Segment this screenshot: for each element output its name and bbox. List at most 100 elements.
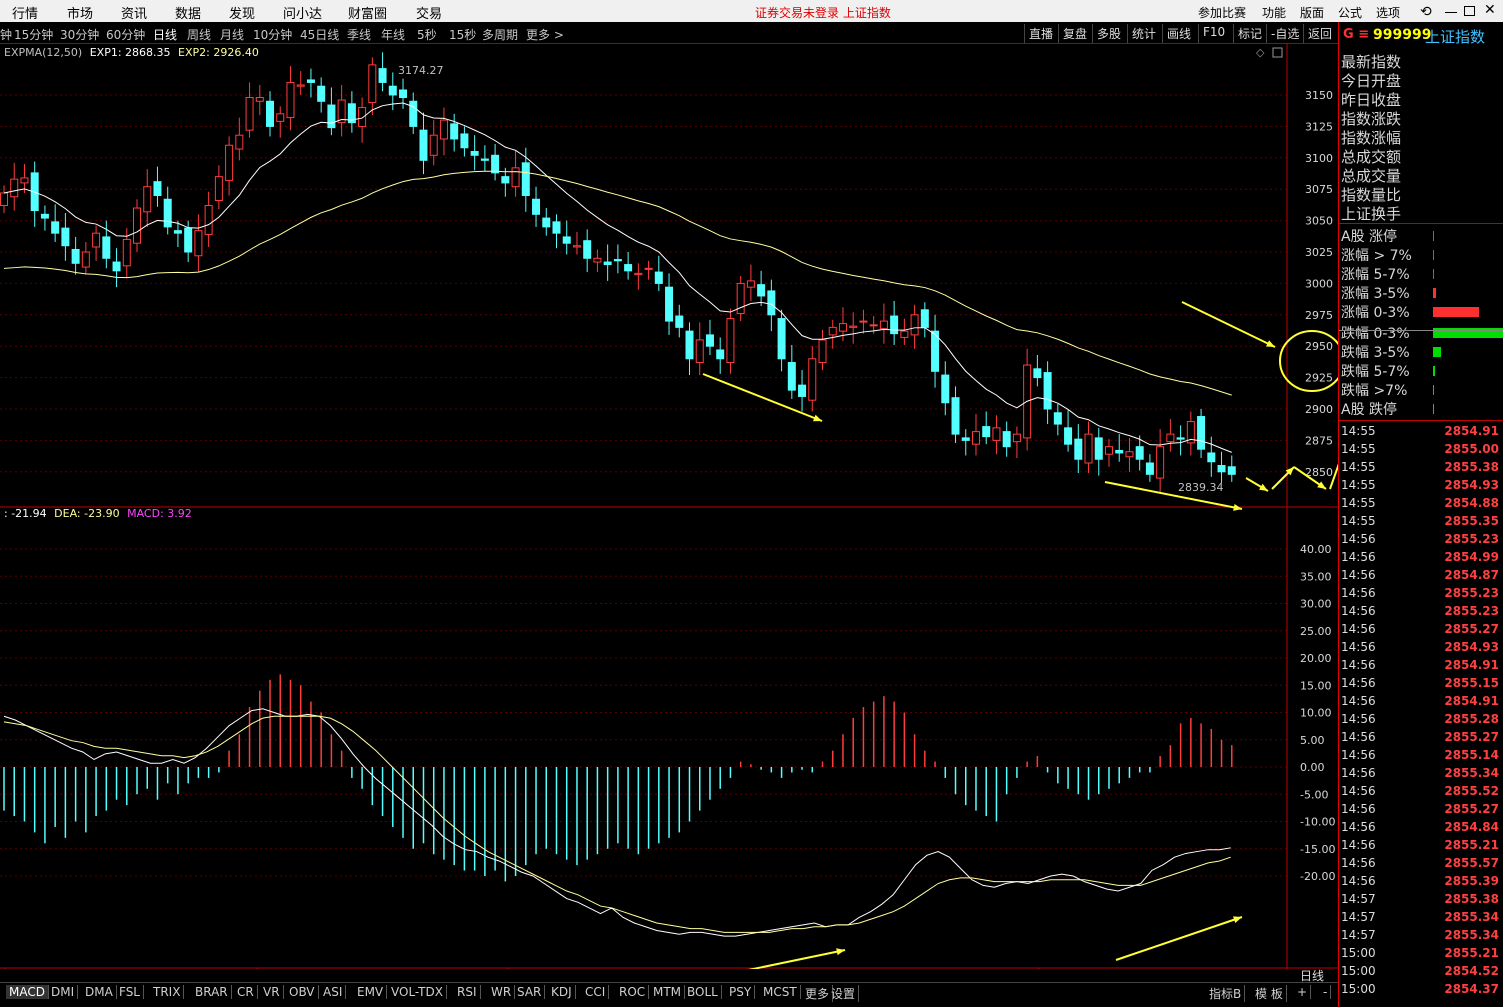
indicator-tab[interactable]: OBV: [286, 985, 319, 999]
indicator-tab[interactable]: VR: [260, 985, 284, 999]
period-tab-monthly[interactable]: 月线: [220, 28, 245, 42]
zoom-in-button[interactable]: +: [1294, 985, 1312, 999]
indicator-tab[interactable]: 设置: [828, 985, 860, 1002]
indicator-b-button[interactable]: 指标B: [1206, 985, 1246, 1002]
period-tab-30min[interactable]: 30分钟: [60, 28, 100, 42]
tool-remove-watchlist[interactable]: -自选: [1266, 24, 1303, 43]
tick-time: 14:56: [1341, 532, 1376, 546]
period-tab-45day[interactable]: 45日线: [300, 28, 340, 42]
menu-item-discover[interactable]: 发现: [229, 7, 256, 22]
menu-item-news[interactable]: 资讯: [121, 7, 148, 22]
minimize-icon[interactable]: [1445, 12, 1457, 13]
candle-body: [296, 84, 305, 87]
menu-item-trade[interactable]: 交易: [416, 7, 443, 22]
menu-item-quotes[interactable]: 行情: [12, 7, 39, 22]
menu-join-contest[interactable]: 参加比赛: [1198, 6, 1247, 20]
menu-options[interactable]: 选项: [1376, 6, 1401, 20]
period-tab-60min[interactable]: 60分钟: [106, 28, 146, 42]
period-tab-more[interactable]: 更多 >: [526, 28, 564, 42]
candle-body: [388, 85, 397, 96]
indicator-tab[interactable]: DMI: [48, 985, 79, 999]
indicator-tab[interactable]: BOLL: [684, 985, 722, 999]
indicator-tab[interactable]: 更多: [802, 985, 834, 1002]
menu-item-wenxiaoda[interactable]: 问小达: [283, 7, 323, 22]
tick-row: 14:56 2855.27: [1341, 730, 1501, 748]
candle-body: [757, 284, 766, 297]
indicator-tab[interactable]: CCI: [582, 985, 610, 999]
indicator-tab[interactable]: SAR: [514, 985, 546, 999]
indicator-tab[interactable]: RSI: [454, 985, 481, 999]
tool-live[interactable]: 直播: [1024, 24, 1057, 43]
tick-price: 2855.52: [1444, 784, 1499, 798]
period-tab-multi[interactable]: 多周期: [482, 28, 519, 42]
breadth-bar: [1433, 385, 1434, 395]
tool-replay[interactable]: 复盘: [1058, 24, 1091, 43]
period-tab[interactable]: 钟: [0, 28, 13, 42]
price-axis: 3150 3125 3100 3075 3050 3025 3000 2975 2950 2925…: [1305, 89, 1333, 479]
indicator-tab[interactable]: MTM: [650, 985, 686, 999]
indicator-tab[interactable]: VOL-TDX: [388, 985, 447, 999]
menu-item-wealth-circle[interactable]: 财富圈: [348, 7, 388, 22]
candle-body: [204, 205, 213, 235]
indicator-tab[interactable]: ROC: [616, 985, 650, 999]
period-tab-weekly[interactable]: 周线: [187, 28, 212, 42]
menu-item-market[interactable]: 市场: [67, 7, 94, 22]
tool-mark[interactable]: 标记: [1233, 24, 1266, 43]
period-tab-15sec[interactable]: 15秒: [449, 28, 477, 42]
tool-back[interactable]: 返回: [1303, 24, 1336, 43]
tool-multi-stock[interactable]: 多股: [1092, 24, 1125, 43]
maximize-icon[interactable]: [1464, 6, 1475, 16]
candle-body: [726, 318, 735, 364]
tick-price: 2855.39: [1444, 874, 1499, 888]
tool-draw[interactable]: 画线: [1162, 24, 1195, 43]
candle-body: [920, 309, 929, 328]
menu-formula[interactable]: 公式: [1338, 6, 1363, 20]
menu-layout[interactable]: 版面: [1300, 6, 1325, 20]
menu-function[interactable]: 功能: [1262, 6, 1287, 20]
period-tab-5sec[interactable]: 5秒: [417, 28, 437, 42]
indicator-tab[interactable]: CR: [234, 985, 258, 999]
tool-f10[interactable]: F10: [1198, 24, 1229, 43]
indicator-tab[interactable]: TRIX: [150, 985, 185, 999]
indicator-tab[interactable]: BRAR: [192, 985, 232, 999]
tick-price: 2855.34: [1444, 928, 1499, 942]
indicator-tab[interactable]: KDJ: [548, 985, 576, 999]
period-tab-15min[interactable]: 15分钟: [14, 28, 54, 42]
indicator-tab[interactable]: WR: [488, 985, 516, 999]
tick-time: 14:56: [1341, 730, 1376, 744]
macd-tick-label: 20.00: [1300, 652, 1332, 665]
zoom-out-button[interactable]: -: [1320, 985, 1332, 999]
close-icon[interactable]: ✕: [1484, 2, 1496, 18]
period-tab-yearly[interactable]: 年线: [381, 28, 406, 42]
expma-name: EXPMA(12,50): [4, 46, 83, 59]
period-tab-10min[interactable]: 10分钟: [253, 28, 293, 42]
indicator-tab[interactable]: MCST: [760, 985, 801, 999]
period-footer: 日线: [1300, 969, 1325, 983]
indicator-tab[interactable]: MACD: [6, 985, 49, 999]
tick-time: 14:57: [1341, 892, 1376, 906]
candle-body: [460, 133, 469, 149]
macd-dea-value: DEA: -23.90: [54, 507, 120, 520]
indicator-tab[interactable]: PSY: [726, 985, 756, 999]
macd-dif-line: [3, 708, 1231, 937]
template-button[interactable]: 模 板: [1252, 985, 1287, 1002]
candle-body: [10, 178, 19, 198]
candle-body: [971, 431, 980, 445]
indicator-tab[interactable]: ASI: [320, 985, 347, 999]
period-tab-daily[interactable]: 日线: [153, 28, 178, 42]
indicator-tab[interactable]: DMA: [82, 985, 117, 999]
candle-body: [818, 339, 827, 364]
candle-body: [245, 97, 254, 131]
period-tab-quarterly[interactable]: 季线: [347, 28, 372, 42]
candle-body: [1084, 433, 1093, 464]
candle-body: [736, 282, 745, 315]
tick-price: 2854.84: [1444, 820, 1499, 834]
tick-row: 14:56 2855.27: [1341, 622, 1501, 640]
indicator-tab[interactable]: EMV: [354, 985, 388, 999]
menu-item-data[interactable]: 数据: [175, 7, 202, 22]
indicator-tab[interactable]: FSL: [116, 985, 144, 999]
refresh-icon[interactable]: ⟲: [1420, 4, 1432, 20]
tool-stats[interactable]: 统计: [1127, 24, 1160, 43]
candle-body: [1125, 451, 1134, 458]
price-tick-label: 3125: [1305, 120, 1333, 133]
